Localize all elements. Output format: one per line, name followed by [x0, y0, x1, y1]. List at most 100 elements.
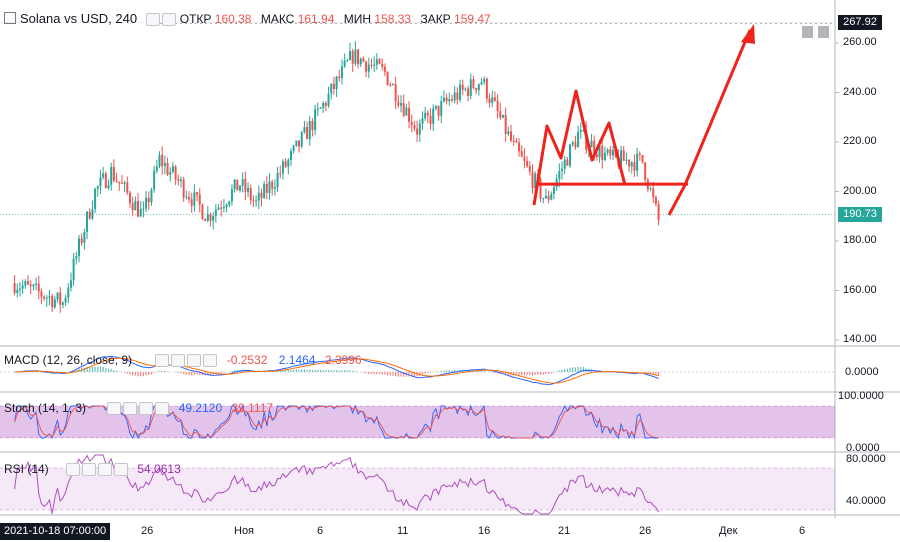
candle-body: [220, 207, 223, 209]
candle-body: [394, 84, 397, 102]
price-tick-label: 180.00: [843, 234, 877, 246]
candle-body: [322, 103, 325, 108]
low-value: 158.33: [374, 12, 412, 26]
candle-body: [271, 181, 274, 189]
candle-body: [174, 166, 177, 180]
candle-body: [523, 156, 526, 162]
candle-body: [391, 84, 394, 86]
candle-body: [405, 107, 408, 116]
candle-body: [16, 289, 19, 293]
candle-body: [209, 214, 212, 221]
candle-body: [247, 188, 250, 192]
scale-up-icon[interactable]: [802, 26, 813, 38]
candle-body: [27, 281, 30, 285]
candle-body: [611, 149, 614, 156]
cursor-date: 2021-10-18 07:00:00: [0, 523, 111, 540]
candle-body: [265, 183, 268, 193]
candle-body: [314, 109, 317, 131]
candle-body: [268, 181, 271, 193]
candle-body: [110, 166, 113, 185]
open-label: ОТКР: [179, 12, 212, 26]
candle-body: [53, 299, 56, 308]
eye-icon[interactable]: [107, 402, 122, 416]
eye-icon[interactable]: [155, 354, 170, 368]
candle-body: [507, 131, 510, 135]
stoch-axis-tick-100: 100.0000: [838, 390, 884, 402]
candle-body: [233, 179, 236, 190]
candle-body: [383, 66, 386, 72]
settings-icon[interactable]: [123, 402, 138, 416]
close-icon[interactable]: [98, 463, 113, 477]
candle-body: [375, 59, 378, 65]
candle-body: [359, 58, 362, 65]
close-value: 159.47: [454, 12, 491, 26]
candle-body: [389, 84, 392, 86]
candle-body: [357, 49, 360, 65]
candle-body: [483, 78, 486, 83]
candle-body: [263, 183, 266, 199]
more-icon[interactable]: [114, 463, 129, 477]
candle-body: [577, 132, 580, 148]
candle-body: [601, 145, 604, 160]
candle-body: [429, 115, 432, 124]
candle-body: [196, 192, 199, 195]
candle-body: [330, 83, 333, 94]
candle-body: [518, 142, 521, 152]
candle-body: [225, 204, 228, 208]
candle-body: [351, 51, 354, 64]
candle-body: [630, 162, 633, 167]
settings-icon[interactable]: [82, 463, 97, 477]
candle-body: [188, 196, 191, 200]
candle-body: [18, 288, 21, 290]
candle-body: [80, 238, 83, 243]
candle-body: [426, 112, 429, 116]
eye-icon[interactable]: [66, 463, 81, 477]
candle-body: [488, 98, 491, 103]
macd-title: MACD (12, 26, close, 9): [4, 353, 133, 367]
candle-body: [620, 150, 623, 167]
candle-body: [166, 163, 169, 175]
candle-body: [603, 152, 606, 160]
settings-icon[interactable]: [146, 13, 161, 27]
candle-body: [94, 188, 97, 210]
more-icon[interactable]: [155, 402, 170, 416]
candle-body: [563, 159, 566, 169]
candle-body: [467, 88, 470, 96]
candle-body: [153, 170, 156, 190]
close-icon[interactable]: [139, 402, 154, 416]
eye-icon[interactable]: [162, 13, 177, 27]
settings-icon[interactable]: [171, 354, 186, 368]
candle-body: [526, 161, 529, 167]
indicators: [14, 355, 660, 515]
high-label: МАКС: [260, 12, 295, 26]
candle-body: [432, 108, 435, 124]
candle-body: [179, 179, 182, 182]
collapse-icon[interactable]: [4, 12, 16, 24]
candle-body: [158, 154, 161, 167]
rsi-value: 54.0613: [137, 462, 181, 476]
candle-body: [67, 287, 70, 298]
high-price-tag: 267.92: [838, 15, 882, 30]
candle-body: [230, 189, 233, 202]
macd-hist-value: 2.3996: [324, 353, 362, 367]
candle-body: [365, 61, 368, 72]
candle-body: [418, 123, 421, 135]
candle-body: [450, 99, 453, 101]
candle-body: [609, 149, 612, 156]
scale-down-icon[interactable]: [818, 26, 829, 38]
candle-body: [40, 291, 43, 297]
candle-body: [201, 204, 204, 220]
top-border: [0, 22, 835, 23]
price-tick-label: 240.00: [843, 85, 877, 98]
candle-body: [346, 60, 349, 62]
candle-body: [469, 79, 472, 96]
more-icon[interactable]: [203, 354, 218, 368]
candle-body: [628, 159, 631, 167]
high-value: 161.94: [297, 12, 335, 26]
candle-body: [107, 184, 110, 188]
price-tick-label: 140.00: [843, 333, 877, 345]
close-icon[interactable]: [187, 354, 202, 368]
stoch-axis-tick-0: 0.0000: [846, 442, 880, 454]
candle-body: [638, 153, 641, 155]
